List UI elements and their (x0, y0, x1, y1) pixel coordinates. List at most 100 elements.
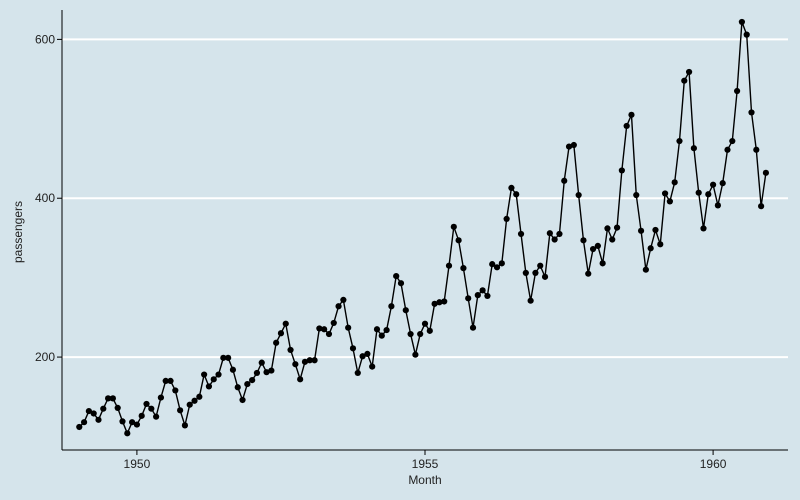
data-point (690, 145, 697, 152)
data-point (287, 346, 294, 354)
data-point (215, 371, 222, 378)
data-point (474, 292, 481, 299)
data-point (417, 330, 424, 338)
data-point (306, 357, 313, 364)
data-point (647, 245, 654, 252)
data-point (709, 181, 717, 188)
data-point (666, 198, 673, 205)
data-point (623, 122, 630, 130)
data-point (412, 351, 419, 358)
gridlines (62, 38, 788, 359)
data-point (124, 430, 131, 437)
data-point (225, 354, 232, 361)
data-point (393, 272, 400, 280)
data-point (234, 384, 241, 391)
x-tick-label-1950: 1950 (124, 457, 151, 471)
data-point (407, 330, 414, 338)
data-point (589, 245, 597, 253)
data-point (388, 303, 395, 310)
data-points (76, 18, 770, 437)
data-point (460, 265, 467, 272)
data-point (321, 326, 328, 333)
data-point (335, 303, 342, 310)
data-point (325, 330, 333, 338)
data-point (613, 224, 621, 231)
data-point (637, 227, 645, 234)
data-point (455, 237, 462, 244)
data-point (172, 387, 179, 394)
data-point (479, 287, 486, 294)
data-point (397, 280, 405, 287)
data-point (734, 87, 741, 95)
x-tick-label-1960: 1960 (700, 457, 727, 471)
data-point (104, 395, 112, 402)
data-point (527, 297, 534, 304)
data-point (695, 189, 702, 196)
data-point (580, 237, 587, 244)
data-point (268, 367, 275, 374)
data-point (469, 324, 477, 331)
data-point (383, 326, 390, 334)
data-point (244, 380, 251, 388)
data-point (85, 407, 92, 415)
data-point (340, 296, 347, 303)
data-point (119, 418, 126, 425)
data-point (76, 423, 83, 431)
data-point (431, 300, 438, 307)
data-point (378, 332, 385, 339)
data-point (498, 260, 505, 267)
data-point (277, 330, 285, 337)
data-point (205, 383, 213, 390)
data-point (556, 230, 563, 238)
data-point (138, 412, 145, 419)
data-point (604, 225, 611, 232)
data-point (714, 202, 721, 209)
data-point (359, 353, 366, 360)
data-point (517, 230, 525, 238)
data-point (133, 421, 141, 428)
data-point (570, 141, 577, 149)
data-point (273, 339, 280, 346)
data-point (565, 143, 573, 150)
x-tick-label-1955: 1955 (412, 457, 439, 471)
data-point (153, 413, 160, 420)
data-point (229, 366, 237, 373)
data-point (642, 266, 649, 273)
data-point (762, 169, 770, 176)
data-point (162, 377, 169, 385)
data-point (210, 376, 217, 383)
y-axis-title: passengers (11, 201, 25, 263)
data-point (129, 419, 136, 426)
data-point (681, 77, 688, 84)
data-point (532, 269, 539, 276)
data-point (724, 146, 731, 153)
data-point (297, 376, 304, 383)
data-point (541, 273, 549, 280)
data-point (114, 404, 121, 412)
data-point (628, 111, 635, 118)
data-point (705, 191, 712, 198)
y-tick-label-600: 600 (35, 32, 55, 46)
data-point (484, 292, 491, 300)
data-point (450, 223, 457, 230)
axes: 200 400 600 1950 1955 1960 (35, 10, 788, 471)
y-tick-label-200: 200 (35, 350, 55, 364)
data-point (441, 298, 448, 305)
data-point (282, 320, 289, 327)
data-point (177, 407, 184, 414)
data-point (95, 416, 102, 423)
data-point (753, 146, 760, 153)
data-point (80, 419, 88, 426)
data-point (148, 405, 155, 412)
data-point (253, 369, 261, 377)
data-point (546, 230, 553, 237)
data-point (373, 326, 381, 333)
data-point (201, 371, 208, 378)
data-point (551, 236, 558, 243)
data-point (100, 405, 107, 412)
data-point (537, 262, 544, 269)
data-point (508, 184, 515, 192)
data-point (719, 180, 726, 187)
data-point (109, 395, 116, 402)
